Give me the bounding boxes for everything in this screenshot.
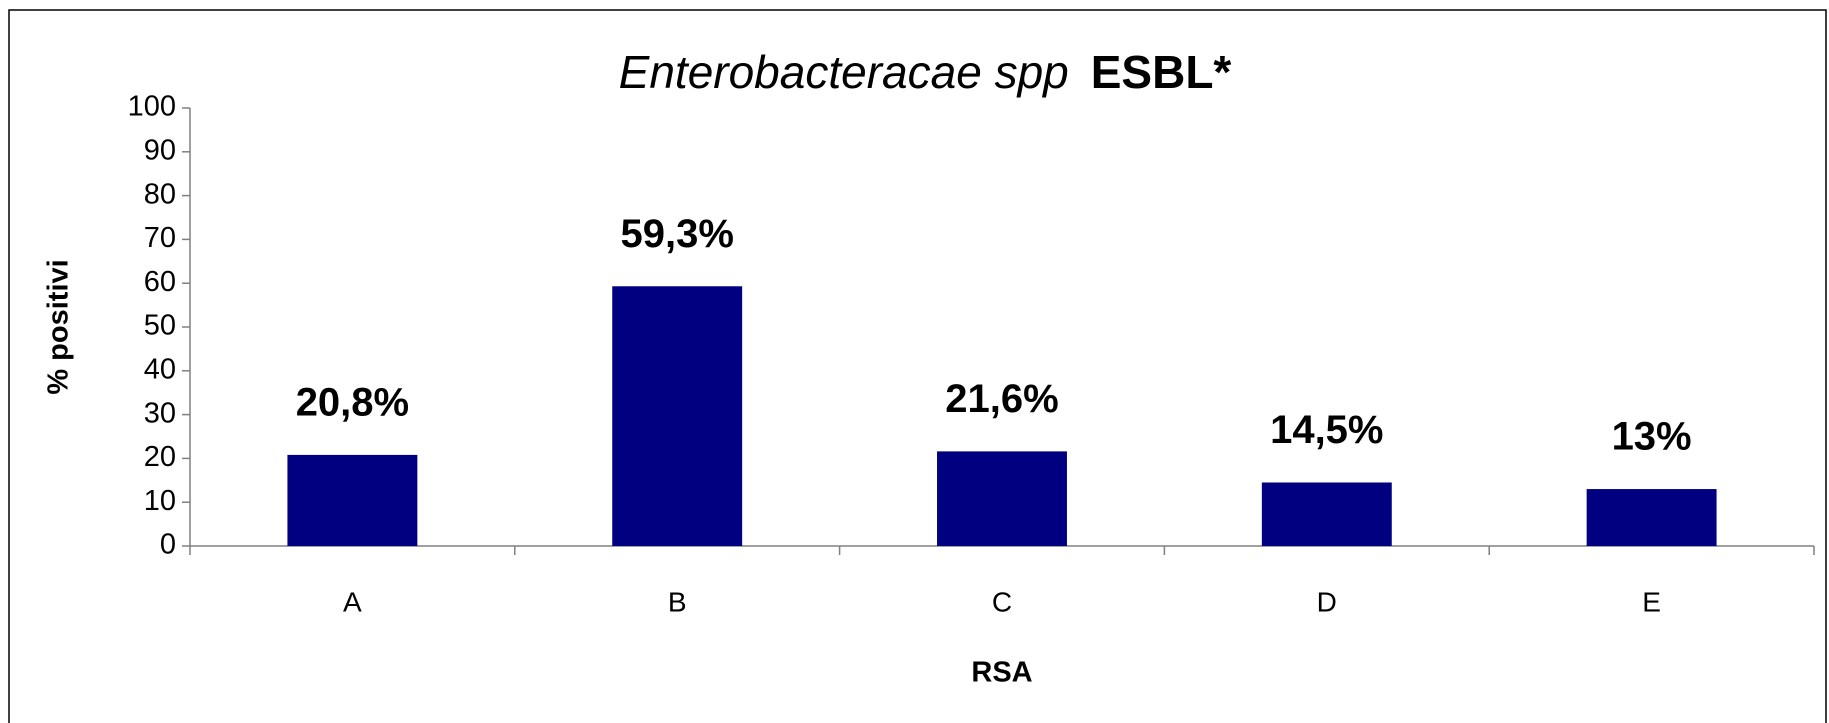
title-bold: ESBL* — [1091, 46, 1232, 98]
y-tick-label: 20 — [144, 441, 176, 473]
y-tick-label: 30 — [144, 397, 176, 429]
bar — [287, 454, 418, 546]
y-tick-label: 50 — [144, 310, 176, 342]
y-axis-label: % positivi — [43, 259, 75, 394]
value-label: 13% — [1612, 415, 1692, 459]
y-tick-label: 0 — [160, 529, 176, 561]
x-tick-label: E — [1642, 586, 1661, 617]
chart-frame — [8, 9, 1827, 723]
chart-title: Enterobacteracae spp ESBL* — [619, 46, 1232, 98]
bar — [937, 451, 1067, 546]
y-tick-label: 100 — [128, 91, 176, 123]
bar — [1261, 482, 1392, 546]
value-label: 20,8% — [296, 380, 409, 424]
x-tick-label: B — [668, 586, 687, 617]
value-label: 59,3% — [620, 212, 733, 256]
value-label: 21,6% — [945, 377, 1058, 421]
bar — [612, 286, 743, 546]
y-tick-label: 80 — [144, 178, 176, 210]
y-tick-label: 40 — [144, 353, 176, 385]
x-tick-label: A — [343, 586, 362, 617]
x-axis-label: RSA — [971, 657, 1032, 689]
y-tick-label: 10 — [144, 485, 176, 517]
y-tick-label: 70 — [144, 222, 176, 254]
x-tick-label: D — [1317, 586, 1337, 617]
y-tick-label: 90 — [144, 134, 176, 166]
bar — [1586, 489, 1717, 546]
x-tick-label: C — [992, 586, 1012, 617]
y-tick-label: 60 — [144, 266, 176, 298]
title-italic: Enterobacteracae spp — [619, 46, 1069, 98]
value-label: 14,5% — [1270, 408, 1383, 452]
